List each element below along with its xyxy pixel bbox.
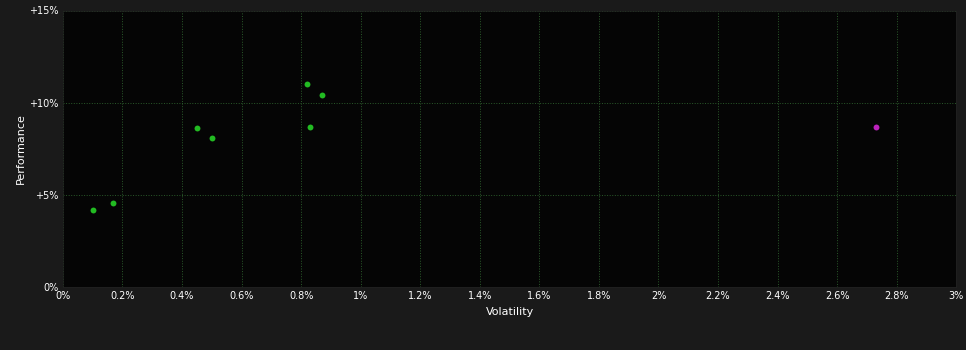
Point: [868, 124, 884, 130]
Point: [314, 92, 329, 98]
Point: [302, 124, 318, 130]
Point: [85, 207, 100, 212]
Point: [105, 200, 121, 206]
Point: [189, 126, 205, 131]
Point: [204, 135, 219, 140]
Y-axis label: Performance: Performance: [16, 113, 26, 184]
X-axis label: Volatility: Volatility: [486, 307, 533, 317]
Point: [299, 82, 315, 87]
